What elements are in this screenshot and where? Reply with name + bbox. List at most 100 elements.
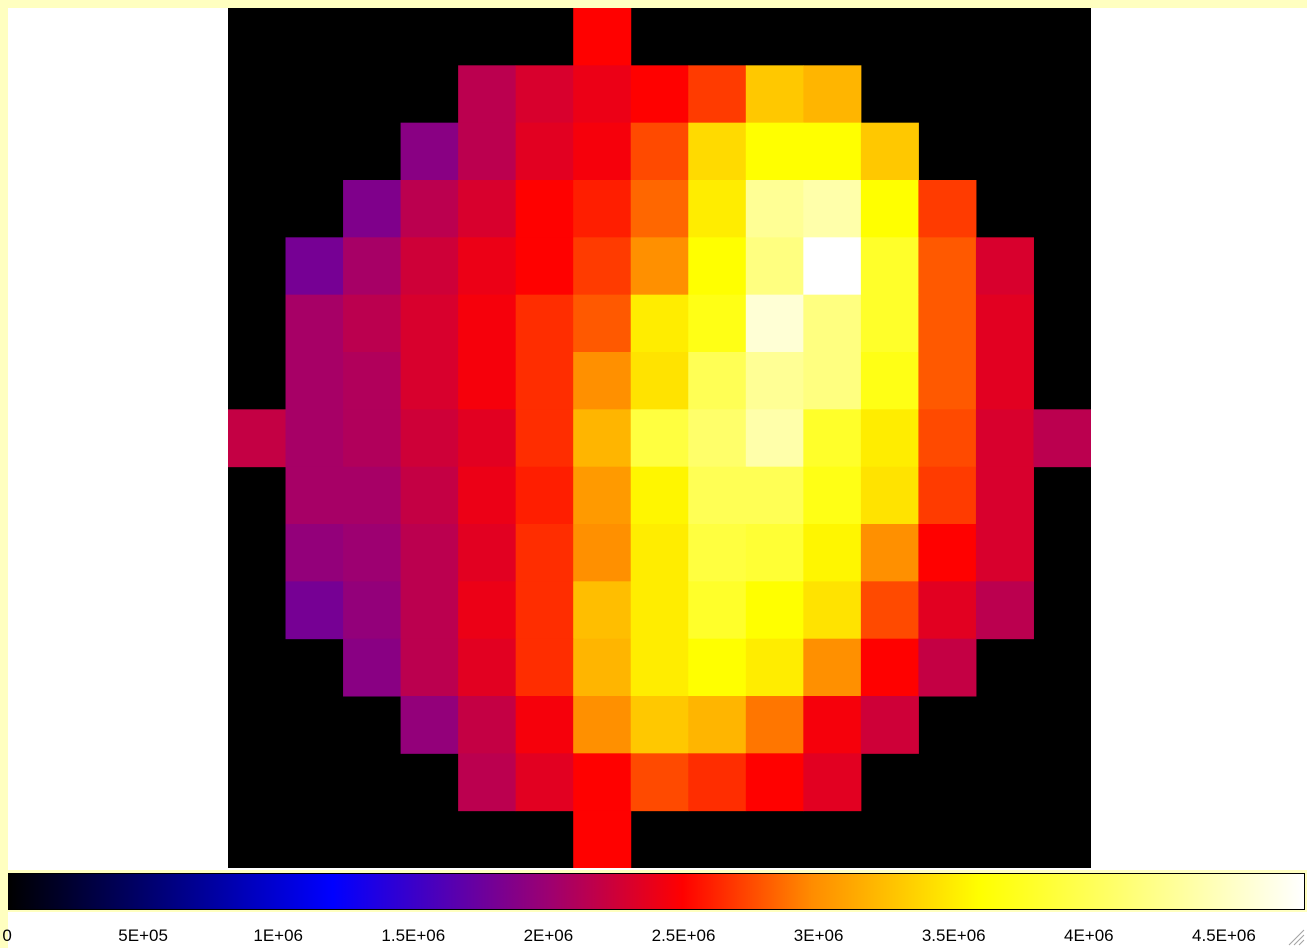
heatmap-cell: [400, 180, 459, 238]
heatmap-cell: [688, 122, 747, 181]
heatmap-cell: [285, 524, 344, 582]
heatmap-cell: [745, 180, 804, 238]
heatmap-cell: [803, 696, 862, 754]
heatmap-cell: [573, 65, 632, 124]
heatmap-cell: [630, 696, 689, 754]
heatmap-cell: [458, 524, 517, 582]
colorbar-tick-label: 4.5E+06: [1192, 926, 1256, 945]
heatmap-cell: [458, 753, 517, 812]
heatmap-cell: [285, 294, 344, 353]
colorbar-tick-labels: 0 5E+05 1E+06 1.5E+06 2E+06 2.5E+06 3E+06 3.5E+…: [2, 912, 1307, 948]
heatmap-cell: [688, 753, 747, 812]
heatmap-cell: [458, 180, 517, 238]
heatmap-cell: [803, 524, 862, 582]
heatmap-cell: [458, 237, 517, 296]
heatmap-cell: [573, 524, 632, 582]
heatmap-cell: [458, 352, 517, 410]
heatmap-cell: [803, 180, 862, 238]
heatmap-cell: [745, 122, 804, 181]
heatmap-cell: [515, 696, 574, 754]
heatmap-cell: [400, 638, 459, 697]
heatmap-cell: [860, 524, 919, 582]
heatmap-cell: [458, 581, 517, 640]
heatmap-cell: [400, 294, 459, 353]
heatmap-cell: [343, 237, 402, 296]
heatmap-cell: [860, 581, 919, 640]
heatmap-cell: [860, 409, 919, 468]
heatmap-cell: [515, 466, 574, 525]
heatmap-cell: [343, 294, 402, 353]
heatmap-cell: [688, 638, 747, 697]
image-canvas[interactable]: [8, 8, 1307, 870]
heatmap-cell: [515, 237, 574, 296]
heatmap-cell: [745, 466, 804, 525]
colorbar-tick-label: 5E+05: [118, 926, 168, 945]
heatmap-cell: [343, 409, 402, 468]
heatmap-cell: [458, 122, 517, 181]
heatmap-cell: [860, 122, 919, 181]
heatmap-cell: [688, 581, 747, 640]
colorbar-tick-label: 4E+06: [1064, 926, 1114, 945]
colorbar-tick-label: 1.5E+06: [381, 926, 446, 945]
heatmap-cell: [630, 466, 689, 525]
heatmap-cell: [400, 122, 459, 181]
heatmap-cell: [458, 409, 517, 468]
heatmap-cell: [975, 409, 1034, 468]
heatmap-cell: [745, 581, 804, 640]
heatmap-cell: [515, 180, 574, 238]
heatmap-cell: [860, 466, 919, 525]
heatmap-cell: [400, 466, 459, 525]
heatmap-plot[interactable]: [228, 8, 1091, 868]
heatmap-cell: [573, 294, 632, 353]
heatmap-cell: [285, 409, 344, 468]
heatmap-cell: [630, 638, 689, 697]
heatmap-cell: [458, 65, 517, 124]
heatmap-cell: [630, 294, 689, 353]
heatmap-cell: [515, 524, 574, 582]
heatmap-cell: [975, 294, 1034, 353]
heatmap-cell: [860, 352, 919, 410]
heatmap-cell: [285, 237, 344, 296]
heatmap-cell: [803, 466, 862, 525]
heatmap-cell: [745, 696, 804, 754]
heatmap-cell: [343, 180, 402, 238]
heatmap-cell: [515, 638, 574, 697]
heatmap-cell: [1033, 409, 1091, 468]
heatmap-cell: [343, 581, 402, 640]
heatmap-cell: [630, 524, 689, 582]
heatmap-cell: [630, 65, 689, 124]
heatmap-cell: [918, 466, 977, 525]
heatmap-cell: [573, 180, 632, 238]
heatmap-cell: [573, 581, 632, 640]
heatmap-cell: [803, 638, 862, 697]
heatmap-cell: [918, 638, 977, 697]
resize-grip-icon[interactable]: [1283, 924, 1305, 946]
heatmap-cell: [515, 294, 574, 353]
heatmap-cell: [688, 65, 747, 124]
heatmap-cell: [515, 753, 574, 812]
heatmap-cell: [573, 696, 632, 754]
heatmap-cell: [918, 352, 977, 410]
heatmap-cell: [745, 65, 804, 124]
heatmap-cell: [860, 294, 919, 353]
heatmap-cell: [573, 753, 632, 812]
heatmap-cell: [515, 409, 574, 468]
heatmap-cell: [228, 409, 287, 468]
colorbar-tick-label: 3.5E+06: [921, 926, 986, 945]
heatmap-cell: [343, 466, 402, 525]
heatmap-cell: [515, 122, 574, 181]
heatmap-cell: [458, 294, 517, 353]
heatmap-cell: [285, 466, 344, 525]
heatmap-cell: [458, 466, 517, 525]
heatmap-cell: [573, 466, 632, 525]
heatmap-cell: [860, 638, 919, 697]
heatmap-cell: [285, 581, 344, 640]
heatmap-cell: [803, 237, 862, 296]
heatmap-cell: [630, 409, 689, 468]
heatmap-cell: [573, 237, 632, 296]
heatmap-cell: [803, 352, 862, 410]
heatmap-cell: [400, 237, 459, 296]
heatmap-cell: [803, 294, 862, 353]
heatmap-cell: [573, 122, 632, 181]
colorbar-tick-label: 3E+06: [793, 926, 844, 945]
